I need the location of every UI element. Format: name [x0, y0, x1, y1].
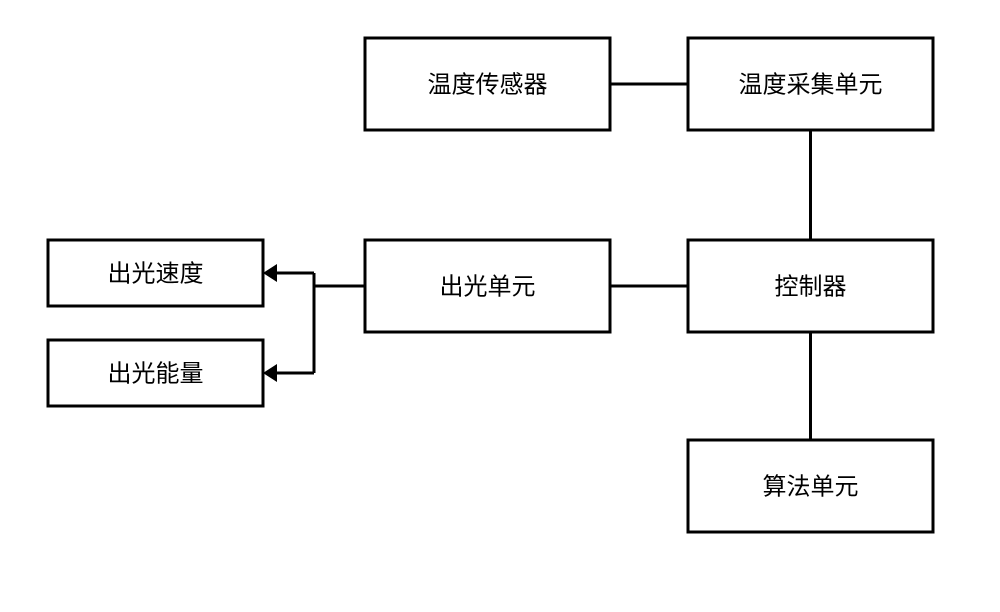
- node-light-unit-label: 出光单元: [440, 273, 536, 300]
- node-controller-label: 控制器: [775, 273, 847, 300]
- node-temp-collect: 温度采集单元: [688, 38, 933, 130]
- node-light-energy: 出光能量: [48, 340, 263, 406]
- node-algorithm-label: 算法单元: [763, 473, 859, 500]
- node-temp-collect-label: 温度采集单元: [739, 71, 883, 98]
- node-light-energy-label: 出光能量: [108, 360, 204, 387]
- node-temp-sensor: 温度传感器: [365, 38, 610, 130]
- node-controller: 控制器: [688, 240, 933, 332]
- node-light-speed-label: 出光速度: [108, 260, 204, 287]
- node-temp-sensor-label: 温度传感器: [428, 71, 548, 98]
- node-light-unit: 出光单元: [365, 240, 610, 332]
- node-algorithm: 算法单元: [688, 440, 933, 532]
- flowchart-diagram: 温度传感器 温度采集单元 出光速度 出光能量 出光单元 控制器 算法单元: [0, 0, 1000, 612]
- node-light-speed: 出光速度: [48, 240, 263, 306]
